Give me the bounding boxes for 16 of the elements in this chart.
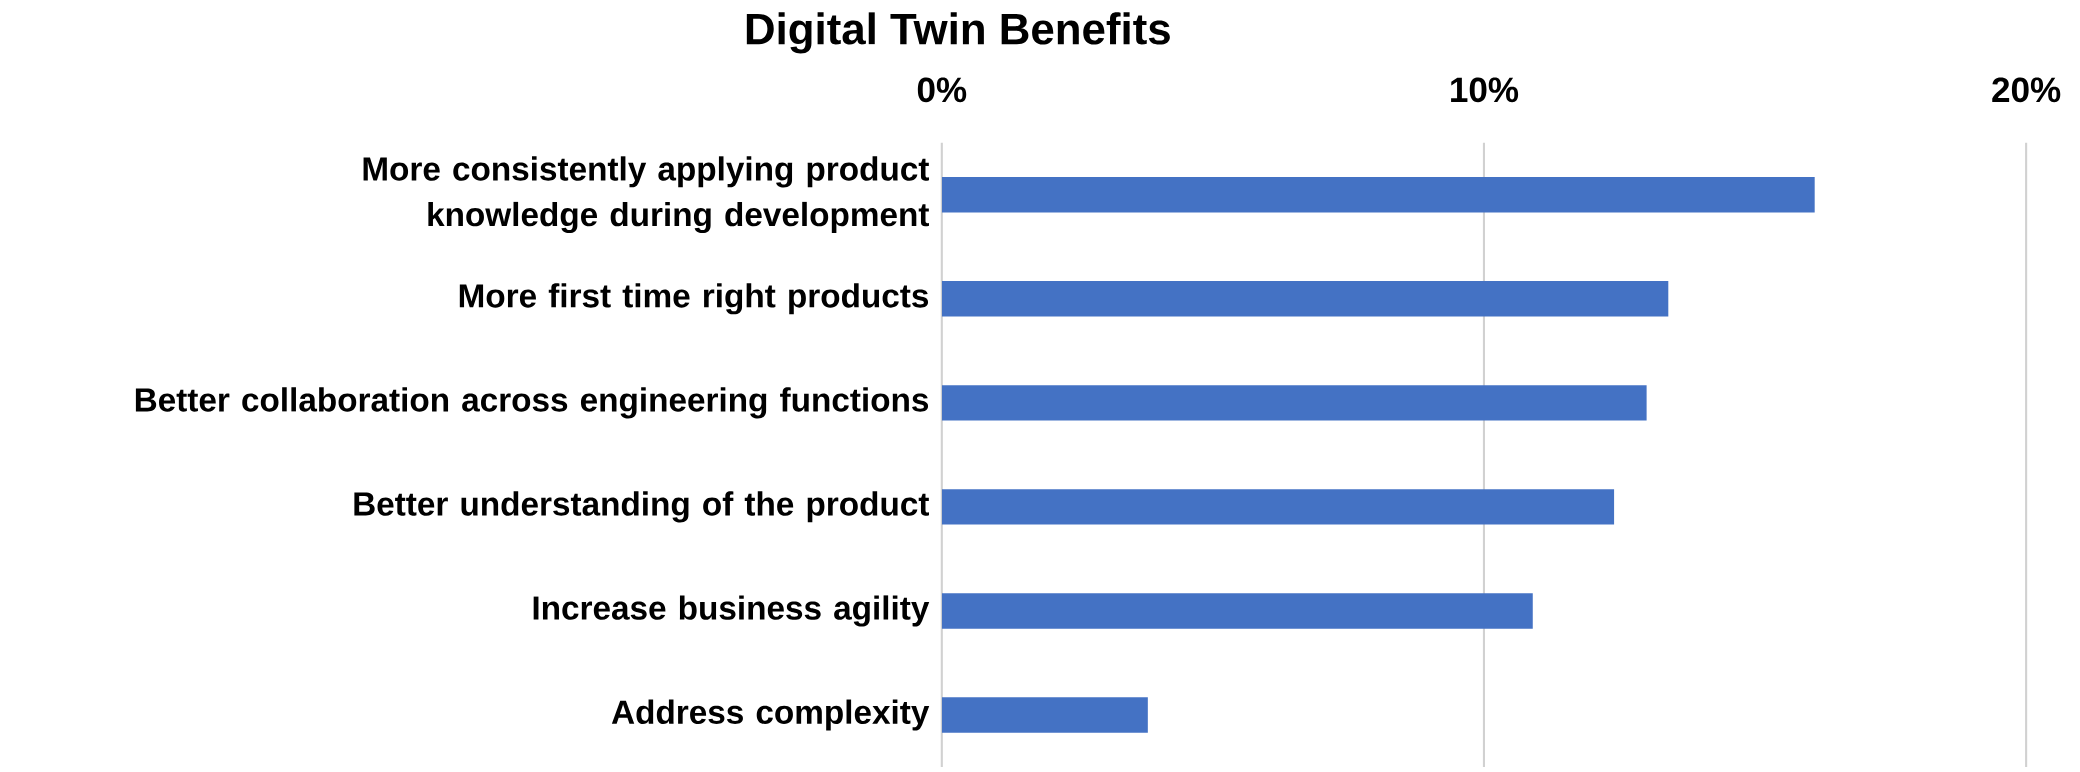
y-tick-label: Increase business agility: [533, 595, 930, 627]
bar: [941, 385, 1647, 421]
x-tick-label: 10%: [1451, 77, 1519, 103]
chart-title: Digital Twin Benefits: [746, 12, 1170, 54]
y-tick-label: More consistently applying product knowledge during development: [363, 156, 930, 234]
x-tick-label: 20%: [1992, 77, 2061, 103]
y-tick-label: Better collaboration across engineering functions: [135, 387, 929, 419]
bar: [941, 697, 1148, 733]
bar: [941, 593, 1533, 629]
x-tick-label: 0%: [917, 77, 967, 103]
y-tick-label: Better understanding of the product: [354, 491, 929, 523]
bar: [941, 281, 1669, 317]
bar: [941, 176, 1815, 213]
y-tick-label: More first time right products: [459, 283, 929, 315]
bar: [941, 489, 1615, 525]
y-tick-label: Address complexity: [611, 699, 930, 731]
